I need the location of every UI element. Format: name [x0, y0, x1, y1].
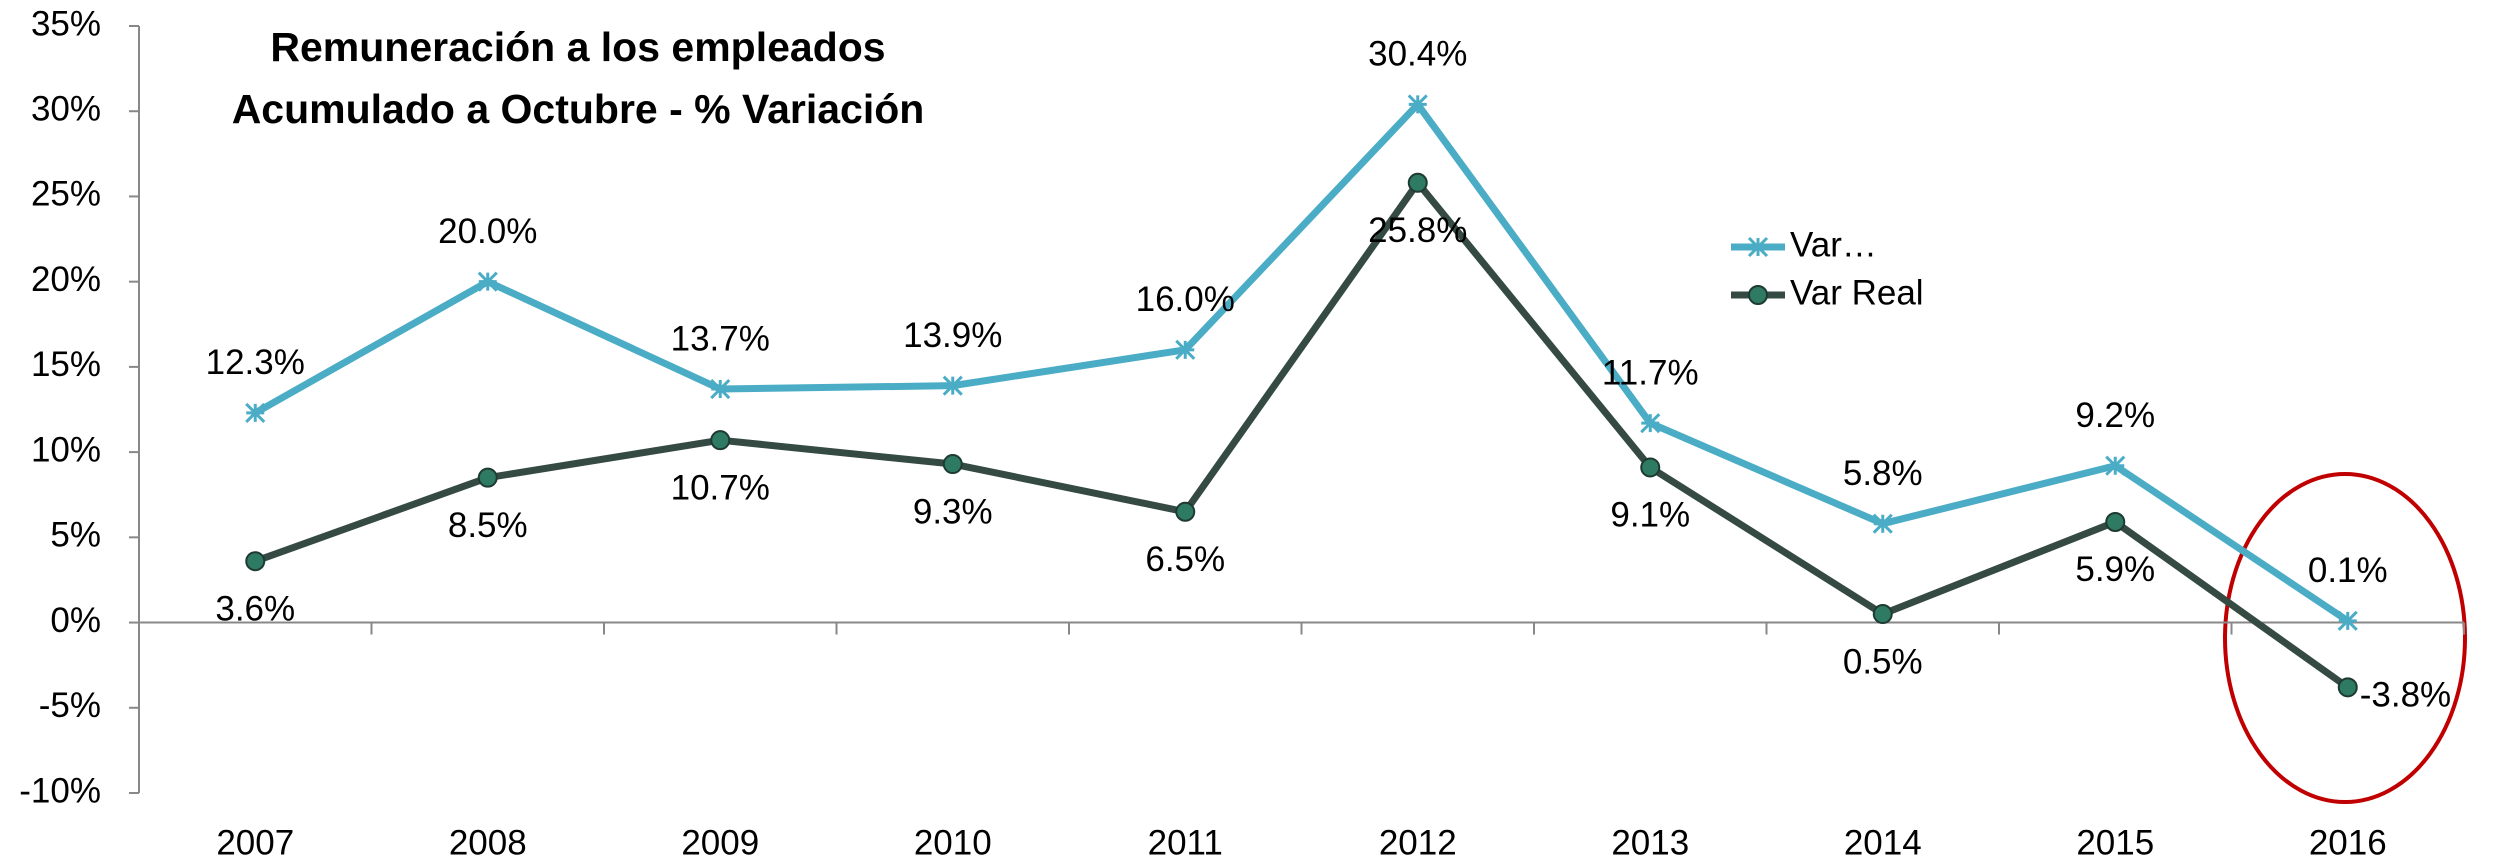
- legend-marker: [1747, 236, 1769, 258]
- x-tick-label: 2013: [1611, 823, 1689, 862]
- y-tick-label: -10%: [19, 771, 101, 810]
- data-label: 3.6%: [215, 589, 295, 628]
- x-tick-label: 2008: [449, 823, 527, 862]
- y-tick-label: 15%: [31, 345, 101, 384]
- data-label: -3.8%: [2360, 676, 2451, 715]
- y-tick-label: 25%: [31, 175, 101, 214]
- y-tick-label: 35%: [31, 4, 101, 43]
- y-tick-label: 20%: [31, 260, 101, 299]
- x-tick-label: 2014: [1844, 823, 1922, 862]
- x-tick-label: 2010: [914, 823, 992, 862]
- data-label: 8.5%: [448, 506, 528, 545]
- series-line: [253, 100, 2350, 624]
- marker: [2105, 511, 2126, 532]
- y-tick-label: 30%: [31, 89, 101, 128]
- marker: [477, 271, 498, 292]
- marker: [1407, 94, 1428, 115]
- marker: [245, 402, 266, 423]
- marker: [245, 551, 266, 572]
- highlight-circle: [2223, 472, 2467, 804]
- chart-subtitle: Acumulado a Octubre - % Variación: [232, 86, 925, 132]
- legend-marker: [1748, 285, 1768, 305]
- data-label: 30.4%: [1368, 35, 1467, 74]
- data-label: 0.5%: [1843, 642, 1923, 681]
- data-label: 5.8%: [1843, 454, 1923, 493]
- y-tick-label: -5%: [39, 686, 101, 725]
- data-label: 13.9%: [903, 316, 1002, 355]
- y-tick-label: 5%: [50, 516, 101, 555]
- data-label: 25.8%: [1368, 211, 1467, 250]
- data-label: 6.5%: [1145, 540, 1225, 579]
- x-tick-label: 2009: [681, 823, 759, 862]
- marker: [1872, 513, 1893, 534]
- marker: [1640, 457, 1661, 478]
- marker: [2337, 610, 2358, 631]
- data-label: 12.3%: [206, 343, 305, 382]
- data-label: 20.0%: [438, 212, 537, 251]
- marker: [1175, 501, 1196, 522]
- data-label: 10.7%: [671, 468, 770, 507]
- marker: [942, 454, 963, 475]
- x-tick-label: 2011: [1148, 823, 1223, 862]
- y-tick-label: 0%: [50, 601, 101, 640]
- data-label: 9.1%: [1610, 496, 1690, 535]
- x-tick-label: 2012: [1379, 823, 1457, 862]
- marker: [1407, 172, 1428, 193]
- data-label: 0.1%: [2308, 551, 2388, 590]
- legend-label: Var Real: [1790, 273, 1924, 312]
- marker: [942, 375, 963, 396]
- y-tick-label: 10%: [31, 430, 101, 469]
- legend-label: Var…: [1790, 225, 1877, 264]
- marker: [710, 430, 731, 451]
- marker: [710, 378, 731, 400]
- marker: [1175, 339, 1196, 360]
- marker: [477, 467, 498, 488]
- x-tick-label: 2007: [216, 823, 294, 862]
- x-tick-label: 2016: [2309, 823, 2387, 862]
- marker: [1640, 413, 1661, 434]
- data-label: 5.9%: [2075, 550, 2155, 589]
- marker: [1872, 604, 1893, 625]
- marker: [2105, 455, 2126, 476]
- data-label: 13.7%: [671, 319, 770, 358]
- data-label: 9.2%: [2075, 396, 2155, 435]
- chart-title: Remuneración a los empleados: [270, 24, 885, 70]
- data-label: 16.0%: [1136, 280, 1235, 319]
- series-line: [254, 179, 2350, 691]
- marker: [2337, 677, 2358, 698]
- data-label: 11.7%: [1602, 353, 1699, 392]
- x-tick-label: 2015: [2076, 823, 2154, 862]
- data-label: 9.3%: [913, 492, 993, 531]
